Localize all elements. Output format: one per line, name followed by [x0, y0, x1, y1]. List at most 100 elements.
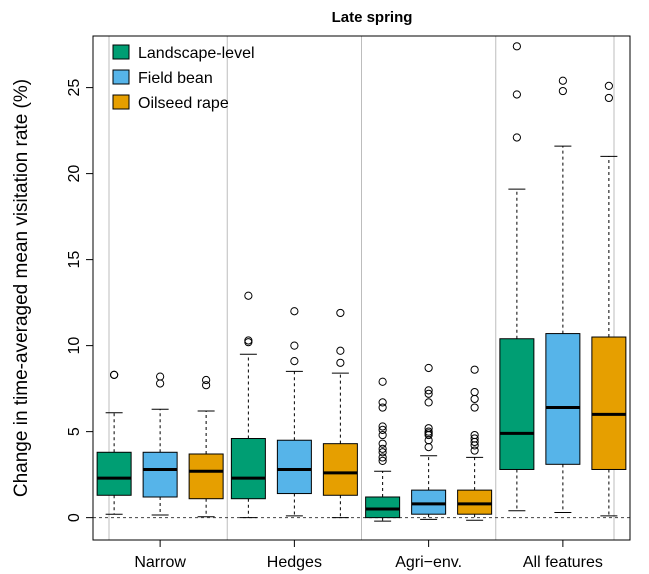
outlier-point: [378, 453, 387, 462]
outlier-point: [512, 42, 521, 51]
x-axis: Narrow Hedges Agri−env. All features: [134, 540, 603, 571]
legend-label: Landscape-level: [138, 45, 255, 62]
legend: Landscape-level Field bean Oilseed rape: [112, 44, 255, 112]
box-iqr: [591, 336, 627, 470]
outlier-point: [378, 448, 387, 457]
outlier-point: [558, 86, 567, 96]
box-iqr: [322, 443, 358, 496]
chart-title: Late spring: [332, 9, 413, 26]
outlier-point: [424, 427, 433, 436]
outlier-point: [470, 434, 479, 443]
category-group: [96, 370, 224, 518]
box-iqr: [457, 489, 493, 515]
box-oilseed-rape: [457, 365, 493, 521]
legend-item: Landscape-level: [112, 44, 255, 62]
outlier-point: [378, 422, 387, 431]
box-landscape-level: [96, 370, 132, 515]
outlier-point: [470, 403, 479, 412]
outlier-point: [424, 386, 433, 395]
box-iqr: [230, 438, 266, 500]
outlier-point: [336, 308, 345, 318]
box-landscape-level: [230, 291, 266, 519]
box-oilseed-rape: [188, 375, 224, 518]
outlier-point: [336, 346, 345, 355]
outlier-point: [202, 375, 211, 385]
category-group: [365, 363, 493, 522]
legend-swatch: [112, 94, 130, 110]
legend-label: Field bean: [138, 70, 213, 87]
outlier-point: [378, 398, 387, 407]
box-iqr: [411, 489, 447, 515]
box-iqr: [499, 338, 535, 470]
outlier-point: [378, 444, 387, 453]
category-group: [230, 291, 358, 519]
outlier-point: [202, 381, 211, 390]
y-tick-label: 5: [66, 427, 83, 436]
outlier-point: [512, 133, 521, 142]
outlier-point: [470, 430, 479, 440]
outlier-point: [558, 76, 567, 85]
box-iqr: [276, 439, 312, 495]
legend-swatch: [112, 44, 130, 60]
box-landscape-level: [499, 42, 535, 512]
x-tick-label: All features: [523, 554, 603, 571]
outlier-point: [470, 394, 479, 404]
outlier-point: [290, 357, 299, 366]
box-field-bean: [276, 307, 312, 517]
box-groups: [96, 42, 627, 522]
plot-frame: [92, 35, 631, 541]
outlier-point: [470, 365, 479, 374]
outlier-point: [244, 291, 253, 300]
legend-label: Oilseed rape: [138, 95, 229, 112]
outlier-point: [244, 336, 253, 345]
y-tick-label: 0: [66, 513, 83, 522]
y-tick-label: 20: [66, 165, 83, 183]
outlier-point: [424, 389, 433, 398]
y-tick-label: 25: [66, 79, 83, 97]
box-iqr: [545, 333, 581, 465]
x-tick-label: Agri−env.: [395, 554, 462, 571]
box-iqr: [188, 453, 224, 500]
legend-item: Oilseed rape: [112, 94, 229, 112]
outlier-point: [336, 358, 345, 367]
y-tick-label: 15: [66, 251, 83, 269]
y-tick-label: 10: [66, 337, 83, 355]
outlier-point: [604, 81, 613, 90]
outlier-point: [244, 338, 253, 347]
outlier-point: [110, 370, 119, 379]
outlier-point: [512, 90, 521, 99]
x-tick-label: Narrow: [134, 554, 186, 571]
outlier-point: [378, 403, 387, 412]
outlier-point: [470, 387, 479, 397]
box-oilseed-rape: [322, 308, 358, 519]
outlier-point: [378, 439, 387, 448]
outlier-point: [470, 446, 479, 455]
outlier-point: [424, 424, 433, 433]
x-tick-label: Hedges: [267, 554, 322, 571]
outlier-point: [424, 398, 433, 407]
legend-swatch: [112, 69, 130, 85]
box-iqr: [96, 451, 132, 496]
y-axis: 0 5 10 15 20 25: [66, 79, 93, 522]
box-field-bean: [142, 372, 178, 516]
outlier-point: [156, 372, 165, 381]
outlier-point: [290, 341, 299, 350]
outlier-point: [378, 456, 387, 465]
outlier-point: [424, 443, 433, 452]
box-field-bean: [545, 76, 581, 513]
outlier-point: [156, 379, 165, 388]
outlier-point: [378, 425, 387, 435]
outlier-point: [290, 307, 299, 316]
outlier-point: [424, 363, 433, 373]
y-axis-title: Change in time-averaged mean visitation …: [11, 79, 32, 497]
box-iqr: [142, 451, 178, 498]
outlier-point: [378, 377, 387, 386]
outlier-point: [604, 93, 613, 103]
box-oilseed-rape: [591, 81, 627, 517]
outlier-point: [378, 430, 387, 440]
category-group: [499, 42, 627, 517]
legend-item: Field bean: [112, 69, 213, 87]
box-landscape-level: [365, 377, 401, 522]
box-iqr: [365, 496, 401, 519]
